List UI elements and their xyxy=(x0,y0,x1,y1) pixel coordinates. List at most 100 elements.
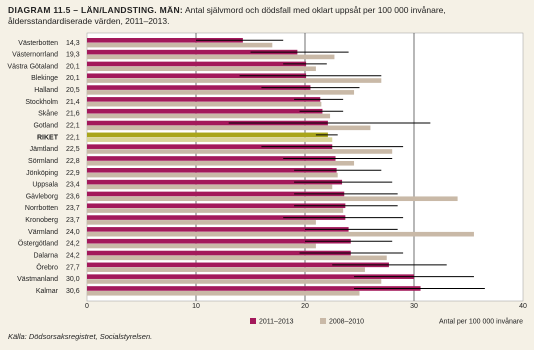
bar xyxy=(87,267,365,272)
value-label: 24,0 xyxy=(66,229,80,236)
category-label: Västra Götaland xyxy=(7,63,58,70)
bar xyxy=(87,54,335,60)
bar xyxy=(87,274,414,279)
value-label: 22,1 xyxy=(66,122,80,129)
value-label: 20,1 xyxy=(66,75,80,82)
bar xyxy=(87,78,382,83)
x-tick-label: 0 xyxy=(85,303,89,310)
bar xyxy=(87,286,421,291)
bar xyxy=(87,108,323,114)
bar xyxy=(87,191,345,197)
value-label: 20,1 xyxy=(66,63,80,70)
value-label: 23,7 xyxy=(66,205,80,212)
bar xyxy=(87,220,316,225)
value-label: 21,6 xyxy=(66,111,80,118)
bar xyxy=(87,132,328,138)
chart-subtitle: Antal självmord och dödsfall med oklart … xyxy=(8,5,446,26)
bar xyxy=(87,49,298,55)
x-axis-label: Antal per 100 000 invånare xyxy=(439,317,523,325)
bar xyxy=(87,120,328,126)
category-label: RIKET xyxy=(37,134,59,141)
value-label: 22,5 xyxy=(66,146,80,153)
bar xyxy=(87,149,393,154)
bar xyxy=(87,262,389,268)
value-label: 22,8 xyxy=(66,158,80,165)
legend-label: 2011–2013 xyxy=(259,318,294,325)
value-label: 23,4 xyxy=(66,182,80,189)
value-label: 30,0 xyxy=(66,276,80,283)
category-label: Skåne xyxy=(38,110,58,118)
value-label: 21,4 xyxy=(66,99,80,106)
bar xyxy=(87,243,316,249)
bar xyxy=(87,113,331,119)
bar xyxy=(87,66,316,72)
category-label: Kronoberg xyxy=(25,217,58,224)
bar xyxy=(87,279,382,284)
category-label: Västerbotten xyxy=(18,40,58,47)
bar xyxy=(87,203,346,209)
bar xyxy=(87,144,333,149)
value-label: 27,7 xyxy=(66,264,80,271)
bar xyxy=(87,184,333,190)
category-label: Sörmland xyxy=(28,158,58,165)
bar xyxy=(87,179,343,185)
bar xyxy=(87,255,387,261)
bar xyxy=(87,125,371,131)
value-label: 23,6 xyxy=(66,193,80,200)
source: Källa: Dödsorsaksregistret, Socialstyrel… xyxy=(8,332,153,341)
bar xyxy=(87,90,355,95)
bar xyxy=(87,61,307,67)
category-label: Gotland xyxy=(33,122,58,129)
category-label: Värmland xyxy=(28,229,58,236)
category-label: Halland xyxy=(34,87,58,94)
category-label: Uppsala xyxy=(32,182,58,189)
bar xyxy=(87,215,346,220)
title-block: DIAGRAM 11.5 – LÄN/LANDSTING. MÄN: Antal… xyxy=(8,5,526,27)
category-label: Jönköping xyxy=(26,170,58,177)
x-tick-label: 20 xyxy=(301,303,309,310)
bar xyxy=(87,42,273,48)
legend-swatch xyxy=(250,318,256,324)
bar xyxy=(87,290,360,296)
x-tick-label: 10 xyxy=(192,303,200,310)
bar xyxy=(87,38,243,43)
value-label: 19,3 xyxy=(66,52,80,59)
bar xyxy=(87,156,336,161)
category-label: Norrbotten xyxy=(25,205,58,212)
value-label: 20,5 xyxy=(66,87,80,94)
bar xyxy=(87,168,337,173)
value-label: 22,1 xyxy=(66,134,80,141)
value-label: 22,9 xyxy=(66,170,80,177)
bar xyxy=(87,231,474,237)
category-label: Västmanland xyxy=(17,276,58,283)
category-label: Östergötland xyxy=(18,240,58,248)
category-label: Västernorrland xyxy=(12,52,58,59)
value-label: 24,2 xyxy=(66,252,80,259)
value-label: 30,6 xyxy=(66,288,80,295)
category-label: Stockholm xyxy=(25,99,58,106)
chart-title: DIAGRAM 11.5 – LÄN/LANDSTING. MÄN: xyxy=(8,5,184,15)
category-label: Jämtland xyxy=(30,146,59,153)
x-tick-label: 40 xyxy=(519,303,527,310)
category-label: Gävleborg xyxy=(26,193,58,200)
legend-label: 2008–2010 xyxy=(329,318,364,325)
legend-swatch xyxy=(320,318,326,324)
bar xyxy=(87,227,349,232)
bar xyxy=(87,196,458,202)
bar xyxy=(87,73,307,79)
bar xyxy=(87,160,355,166)
bar xyxy=(87,97,321,102)
category-label: Dalarna xyxy=(33,252,58,259)
bar xyxy=(87,85,311,90)
category-label: Blekinge xyxy=(31,75,58,82)
bar xyxy=(87,101,322,107)
bar xyxy=(87,172,338,178)
bar xyxy=(87,137,333,142)
value-label: 14,3 xyxy=(66,40,80,47)
category-label: Örebro xyxy=(36,263,58,271)
bar xyxy=(87,208,344,213)
category-label: Kalmar xyxy=(36,288,59,295)
value-label: 23,7 xyxy=(66,217,80,224)
